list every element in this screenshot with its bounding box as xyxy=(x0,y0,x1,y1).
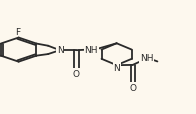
Text: O: O xyxy=(73,69,80,78)
Text: O: O xyxy=(129,83,136,92)
Text: F: F xyxy=(15,27,20,36)
Text: NH: NH xyxy=(84,45,98,54)
Text: N: N xyxy=(113,64,120,73)
Text: N: N xyxy=(57,46,64,55)
Text: NH: NH xyxy=(140,54,153,63)
